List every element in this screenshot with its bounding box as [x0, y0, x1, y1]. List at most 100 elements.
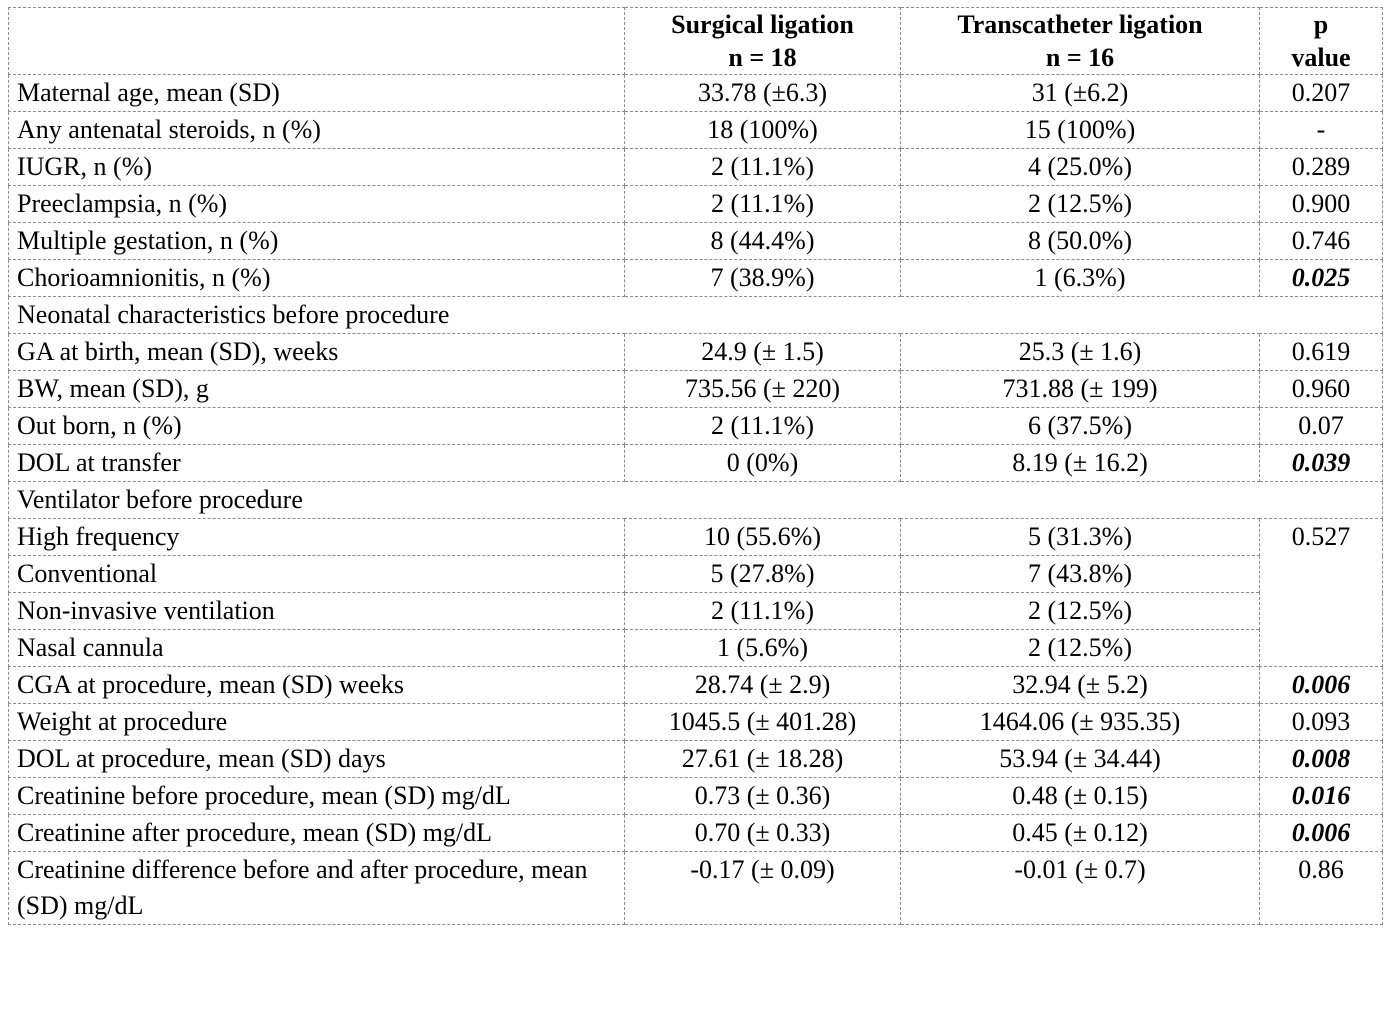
surgical-value: 5 (27.8%): [624, 555, 901, 593]
table-row: Chorioamnionitis, n (%) 7 (38.9%) 1 (6.3…: [8, 259, 1383, 297]
p-value: 0.619: [1259, 333, 1383, 371]
row-label: BW, mean (SD), g: [8, 370, 625, 408]
table-row: Conventional 5 (27.8%) 7 (43.8%): [8, 555, 1383, 593]
row-sublabel: Non-invasive ventilation: [8, 592, 625, 630]
row-sublabel: High frequency: [8, 518, 625, 556]
transcatheter-value: 8.19 (± 16.2): [900, 444, 1260, 482]
p-value: 0.093: [1259, 703, 1383, 741]
ventilator-p-value: 0.527: [1259, 518, 1383, 667]
row-label: Chorioamnionitis, n (%): [8, 259, 625, 297]
row-label: DOL at procedure, mean (SD) days: [8, 740, 625, 778]
transcatheter-value: 31 (±6.2): [900, 74, 1260, 112]
surgical-value: 0 (0%): [624, 444, 901, 482]
table-row: Nasal cannula 1 (5.6%) 2 (12.5%): [8, 629, 1383, 667]
p-value-significant: 0.008: [1259, 740, 1383, 778]
section-row: Neonatal characteristics before procedur…: [8, 296, 1383, 334]
surgical-value: 8 (44.4%): [624, 222, 901, 260]
section-heading: Ventilator before procedure: [8, 481, 1383, 519]
surgical-value: 2 (11.1%): [624, 148, 901, 186]
surgical-value: 2 (11.1%): [624, 592, 901, 630]
p-value-significant: 0.039: [1259, 444, 1383, 482]
table-row: DOL at transfer 0 (0%) 8.19 (± 16.2) 0.0…: [8, 444, 1383, 482]
table-row: Creatinine before procedure, mean (SD) m…: [8, 777, 1383, 815]
transcatheter-value: 2 (12.5%): [900, 592, 1260, 630]
row-label: Multiple gestation, n (%): [8, 222, 625, 260]
table-row: Preeclampsia, n (%) 2 (11.1%) 2 (12.5%) …: [8, 185, 1383, 223]
surgical-value: 18 (100%): [624, 111, 901, 149]
surgical-value: 28.74 (± 2.9): [624, 666, 901, 704]
p-value: 0.86: [1259, 851, 1383, 925]
row-label: DOL at transfer: [8, 444, 625, 482]
p-value: 0.289: [1259, 148, 1383, 186]
surgical-value: 2 (11.1%): [624, 185, 901, 223]
table-row: Out born, n (%) 2 (11.1%) 6 (37.5%) 0.07: [8, 407, 1383, 445]
row-label: IUGR, n (%): [8, 148, 625, 186]
table-row: Multiple gestation, n (%) 8 (44.4%) 8 (5…: [8, 222, 1383, 260]
transcatheter-value: 6 (37.5%): [900, 407, 1260, 445]
p-value: 0.960: [1259, 370, 1383, 408]
transcatheter-value: 25.3 (± 1.6): [900, 333, 1260, 371]
transcatheter-value: 2 (12.5%): [900, 185, 1260, 223]
transcatheter-value: 0.48 (± 0.15): [900, 777, 1260, 815]
transcatheter-value: 4 (25.0%): [900, 148, 1260, 186]
table-row: IUGR, n (%) 2 (11.1%) 4 (25.0%) 0.289: [8, 148, 1383, 186]
surgical-value: 2 (11.1%): [624, 407, 901, 445]
transcatheter-value: 2 (12.5%): [900, 629, 1260, 667]
row-label: Any antenatal steroids, n (%): [8, 111, 625, 149]
surgical-value: 24.9 (± 1.5): [624, 333, 901, 371]
p-value-significant: 0.025: [1259, 259, 1383, 297]
p-value: -: [1259, 111, 1383, 149]
table-row: Non-invasive ventilation 2 (11.1%) 2 (12…: [8, 592, 1383, 630]
table-row: Creatinine difference before and after p…: [8, 851, 1383, 925]
section-heading: Neonatal characteristics before procedur…: [8, 296, 1383, 334]
surgical-value: 27.61 (± 18.28): [624, 740, 901, 778]
p-value: 0.900: [1259, 185, 1383, 223]
table-row: Maternal age, mean (SD) 33.78 (±6.3) 31 …: [8, 74, 1383, 112]
row-label: Weight at procedure: [8, 703, 625, 741]
transcatheter-value: 731.88 (± 199): [900, 370, 1260, 408]
row-sublabel: Nasal cannula: [8, 629, 625, 667]
surgical-value: 1045.5 (± 401.28): [624, 703, 901, 741]
surgical-value: 0.73 (± 0.36): [624, 777, 901, 815]
table-row: High frequency 10 (55.6%) 5 (31.3%) 0.52…: [8, 518, 1383, 667]
surgical-value: 33.78 (±6.3): [624, 74, 901, 112]
section-row: Ventilator before procedure: [8, 481, 1383, 519]
row-label: Creatinine difference before and after p…: [8, 851, 625, 925]
p-value: 0.07: [1259, 407, 1383, 445]
transcatheter-value: 0.45 (± 0.12): [900, 814, 1260, 852]
header-row: Surgical ligation n = 18 Transcatheter li…: [8, 7, 1383, 75]
surgical-value: 1 (5.6%): [624, 629, 901, 667]
transcatheter-value: 1 (6.3%): [900, 259, 1260, 297]
row-sublabel: Conventional: [8, 555, 625, 593]
row-label: Creatinine before procedure, mean (SD) m…: [8, 777, 625, 815]
row-label: Preeclampsia, n (%): [8, 185, 625, 223]
table-row: Creatinine after procedure, mean (SD) mg…: [8, 814, 1383, 852]
row-label: Creatinine after procedure, mean (SD) mg…: [8, 814, 625, 852]
table-row: GA at birth, mean (SD), weeks 24.9 (± 1.…: [8, 333, 1383, 371]
transcatheter-value: 32.94 (± 5.2): [900, 666, 1260, 704]
transcatheter-value: 15 (100%): [900, 111, 1260, 149]
p-value-significant: 0.006: [1259, 666, 1383, 704]
transcatheter-value: 8 (50.0%): [900, 222, 1260, 260]
data-table: Surgical ligation n = 18 Transcatheter li…: [8, 7, 1383, 925]
table-row: BW, mean (SD), g 735.56 (± 220) 731.88 (…: [8, 370, 1383, 408]
p-value: 0.207: [1259, 74, 1383, 112]
surgical-value: -0.17 (± 0.09): [624, 851, 901, 925]
row-label: Maternal age, mean (SD): [8, 74, 625, 112]
surgical-value: 7 (38.9%): [624, 259, 901, 297]
p-value-significant: 0.016: [1259, 777, 1383, 815]
transcatheter-value: 7 (43.8%): [900, 555, 1260, 593]
header-p-value: p value: [1259, 7, 1383, 75]
table-row: CGA at procedure, mean (SD) weeks 28.74 …: [8, 666, 1383, 704]
table-row: DOL at procedure, mean (SD) days 27.61 (…: [8, 740, 1383, 778]
p-value: 0.746: [1259, 222, 1383, 260]
transcatheter-value: 53.94 (± 34.44): [900, 740, 1260, 778]
header-transcatheter: Transcatheter ligation n = 16: [900, 7, 1260, 75]
header-surgical: Surgical ligation n = 18: [624, 7, 901, 75]
table-row: Any antenatal steroids, n (%) 18 (100%) …: [8, 111, 1383, 149]
p-value-significant: 0.006: [1259, 814, 1383, 852]
surgical-value: 10 (55.6%): [624, 518, 901, 556]
header-empty: [8, 7, 625, 75]
transcatheter-value: 5 (31.3%): [900, 518, 1260, 556]
row-label: Out born, n (%): [8, 407, 625, 445]
